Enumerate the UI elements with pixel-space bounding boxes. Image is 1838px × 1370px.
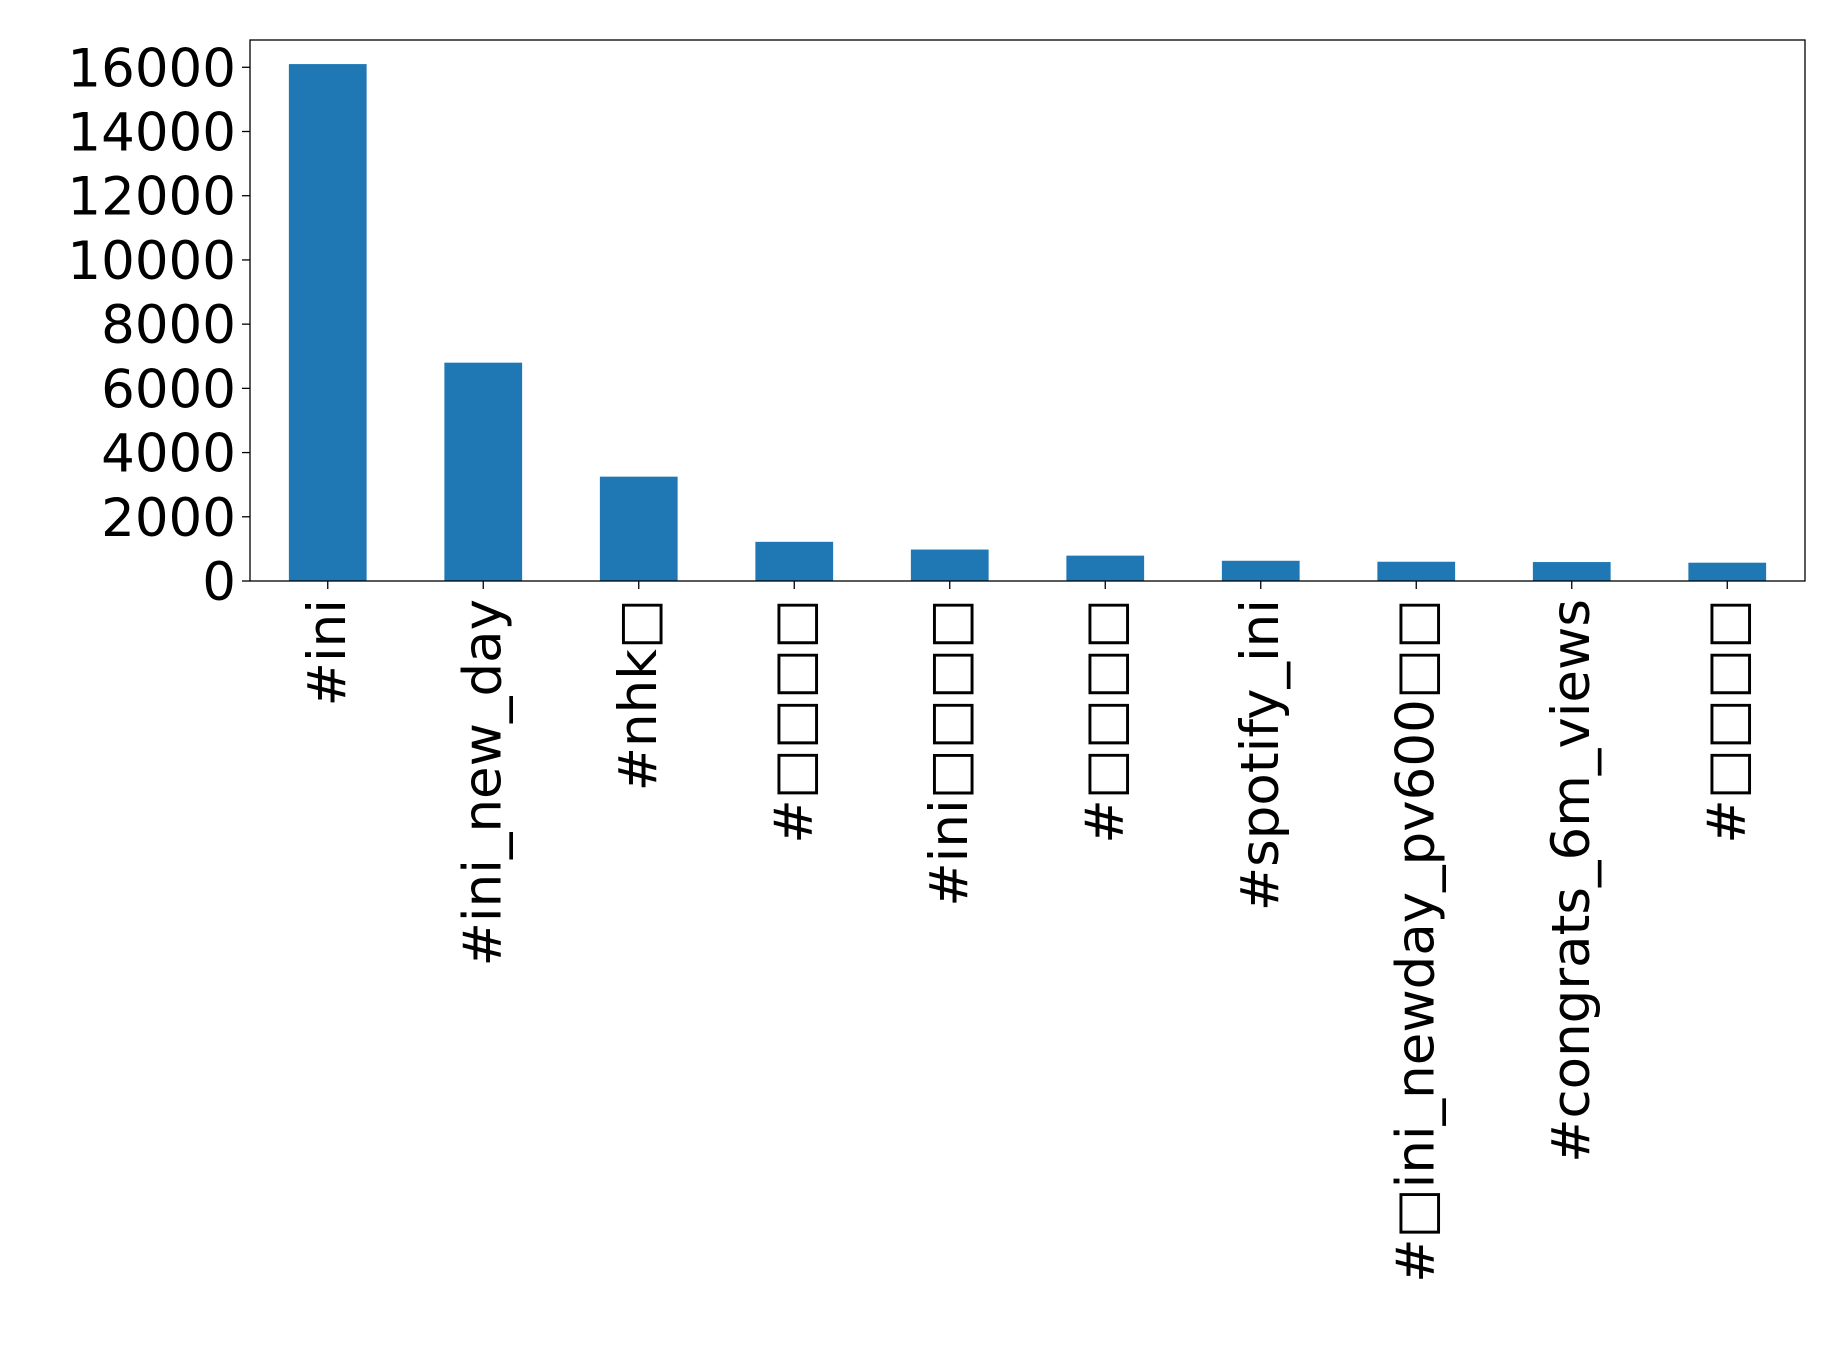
bar-1 [444,362,523,581]
x-tick-label: #□□□□ [763,599,824,844]
bar-9 [1688,562,1767,581]
y-tick-label: 8000 [101,295,236,356]
bar-3 [755,541,834,581]
x-tick-label: #congrats_6m_views [1541,599,1602,1163]
x-tick-label: #□ini_newday_pv600□□ [1385,599,1446,1283]
bar-6 [1221,560,1300,581]
y-tick-label: 12000 [67,167,236,228]
x-tick-label: #ini_new_day [452,599,513,966]
plot-area-frame [249,39,1806,582]
x-tick-label: #ini [297,599,358,706]
x-tick-label: #ini□□□□ [919,599,980,907]
bar-5 [1066,555,1145,581]
y-tick-label: 6000 [101,359,236,420]
y-tick-label: 14000 [67,103,236,164]
y-tick-label: 16000 [67,38,236,99]
bar-8 [1532,562,1611,581]
y-tick-label: 0 [202,552,236,613]
x-tick-label: #□□□□ [1074,599,1135,844]
bar-7 [1377,561,1456,581]
y-tick-label: 4000 [101,424,236,485]
x-tick-label: #nhk□ [608,599,669,791]
bars-group [288,64,1767,581]
bar-0 [288,64,367,581]
y-tick-label: 2000 [101,488,236,549]
x-tick-label: #□□□□ [1696,599,1757,844]
x-tick-label: #spotify_ini [1230,599,1291,911]
y-tick-label: 10000 [67,231,236,292]
x-axis: #ini #ini_new_day #nhk□ #□□□□ #ini□□□□ #□□□□ #… [297,581,1757,1283]
bar-4 [910,549,989,581]
bar-2 [599,476,678,581]
